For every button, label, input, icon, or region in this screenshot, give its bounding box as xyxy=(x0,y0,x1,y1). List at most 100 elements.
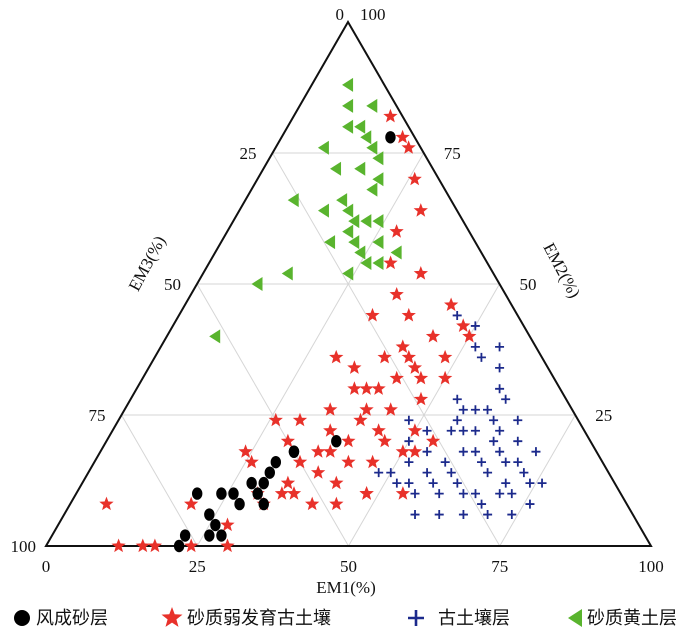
data-point-circle xyxy=(204,508,215,521)
data-point-star xyxy=(220,538,235,553)
data-point-triangle-left xyxy=(360,130,372,145)
data-point-triangle-left xyxy=(251,277,263,291)
data-point-circle xyxy=(216,529,227,542)
data-point-triangle-left xyxy=(317,203,329,218)
em2-tick-label: 25 xyxy=(595,406,612,425)
data-point-plus xyxy=(489,415,499,425)
em1-tick-label: 50 xyxy=(340,557,357,576)
data-point-triangle-left xyxy=(366,98,378,113)
data-point-star xyxy=(462,328,477,343)
em3-tick-label: 25 xyxy=(240,144,257,163)
data-point-plus xyxy=(410,489,420,499)
data-point-circle xyxy=(258,497,269,511)
data-point-circle xyxy=(385,131,396,144)
data-point-triangle-left xyxy=(354,161,366,176)
legend-marker-star xyxy=(161,607,183,627)
data-point-plus xyxy=(422,468,432,478)
data-point-star xyxy=(407,360,422,374)
data-point-star xyxy=(426,433,441,448)
data-point-plus xyxy=(477,499,487,509)
data-point-plus xyxy=(458,489,468,499)
em1-axis-label: EM1(%) xyxy=(316,578,375,597)
triangle-frame xyxy=(44,19,653,547)
legend-marker-plus xyxy=(408,610,424,626)
data-point-triangle-left xyxy=(372,256,384,271)
data-point-star xyxy=(311,444,326,458)
data-point-triangle-left xyxy=(342,266,354,281)
legend-label: 古土壤层 xyxy=(438,608,510,629)
data-point-plus xyxy=(495,384,505,394)
data-point-star xyxy=(244,454,259,469)
data-point-star xyxy=(353,412,368,427)
data-point-triangle-left xyxy=(317,140,329,155)
data-point-plus xyxy=(513,415,523,425)
data-point-plus xyxy=(446,426,456,436)
data-point-star xyxy=(413,391,429,406)
data-point-plus xyxy=(470,405,480,415)
data-point-plus xyxy=(513,436,523,446)
data-point-plus xyxy=(483,510,493,520)
data-point-star xyxy=(184,538,199,553)
data-point-star xyxy=(389,370,404,385)
data-point-triangle-left xyxy=(372,235,384,250)
data-point-star xyxy=(286,486,302,500)
data-point-star xyxy=(292,454,308,469)
data-point-star xyxy=(383,402,398,416)
data-point-star xyxy=(407,444,423,458)
data-point-triangle-left xyxy=(366,140,378,155)
data-point-triangle-left xyxy=(342,119,354,134)
data-point-plus xyxy=(434,510,444,520)
data-point-circle xyxy=(179,529,191,542)
legend-item-paleosol: 古土壤层 xyxy=(408,608,510,629)
data-point-circle xyxy=(192,487,203,500)
data-point-star xyxy=(425,328,441,343)
data-point-plus xyxy=(537,478,547,488)
data-point-star xyxy=(359,381,374,395)
data-point-plus xyxy=(501,394,511,404)
data-point-circle xyxy=(216,487,227,500)
data-point-plus xyxy=(428,478,438,488)
data-point-star xyxy=(147,538,162,553)
data-point-plus xyxy=(483,468,493,478)
data-point-star xyxy=(401,140,416,154)
data-point-triangle-left xyxy=(209,329,221,344)
data-point-plus xyxy=(404,478,414,488)
em2-tick-label: 100 xyxy=(360,5,386,24)
data-point-plus xyxy=(458,510,468,520)
legend-label: 风成砂层 xyxy=(36,608,108,629)
em3-tick-label: 100 xyxy=(11,537,37,556)
data-point-star xyxy=(407,171,422,186)
data-point-triangle-left xyxy=(348,235,360,250)
data-point-star xyxy=(456,318,471,332)
triangle-outline xyxy=(44,19,653,547)
data-point-plus xyxy=(440,457,450,467)
data-point-triangle-left xyxy=(342,224,354,239)
data-point-triangle-left xyxy=(348,214,360,229)
data-point-plus xyxy=(489,436,499,446)
data-point-circle xyxy=(246,476,257,490)
data-point-triangle-left xyxy=(390,245,402,260)
data-point-triangle-left xyxy=(354,245,366,260)
data-point-plus xyxy=(531,447,541,457)
grid-line xyxy=(121,414,198,547)
data-point-plus xyxy=(452,310,462,320)
legend-item-aeolian-sand: 风成砂层 xyxy=(14,608,108,629)
data-point-star xyxy=(401,349,416,364)
em3-tick-label: 0 xyxy=(336,5,345,24)
data-point-plus xyxy=(410,510,420,520)
data-point-star xyxy=(371,381,386,395)
data-point-plus xyxy=(525,499,535,509)
data-point-star xyxy=(329,349,344,364)
data-point-star xyxy=(341,454,356,469)
data-point-plus xyxy=(507,510,517,520)
data-point-star xyxy=(407,423,423,437)
data-point-star xyxy=(395,339,410,353)
data-point-circle xyxy=(234,497,245,511)
data-point-plus xyxy=(495,426,505,436)
data-point-plus xyxy=(495,363,505,373)
data-point-star xyxy=(99,496,114,511)
data-point-plus xyxy=(452,394,462,404)
grid-line xyxy=(499,414,576,547)
data-point-circle xyxy=(204,529,215,542)
